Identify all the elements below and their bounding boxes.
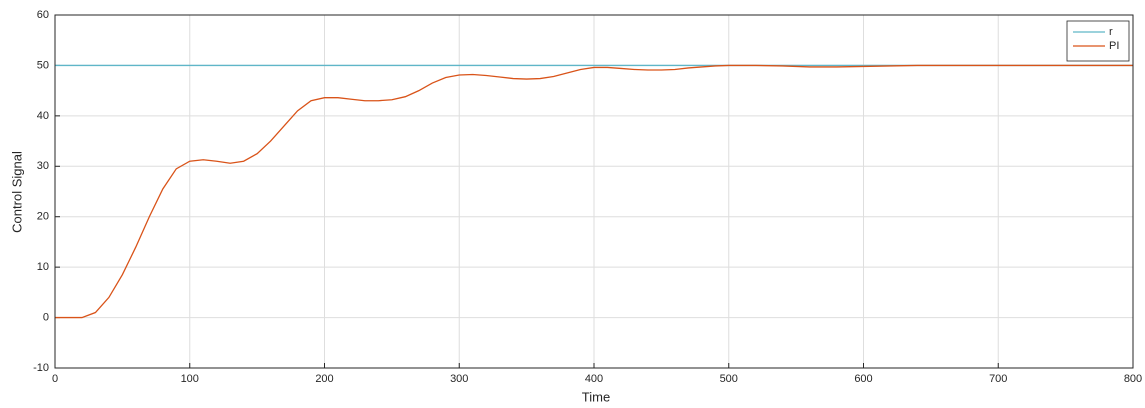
- y-axis-label: Control Signal: [9, 151, 24, 233]
- x-tick-label: 500: [720, 373, 738, 385]
- y-tick-label: 60: [37, 9, 49, 21]
- x-tick-label: 0: [52, 373, 58, 385]
- x-tick-label: 100: [181, 373, 199, 385]
- legend-box: [1067, 21, 1129, 61]
- x-tick-label: 800: [1124, 373, 1142, 385]
- x-tick-label: 700: [989, 373, 1007, 385]
- x-tick-label: 300: [450, 373, 468, 385]
- legend-label: PI: [1109, 40, 1119, 52]
- y-tick-label: 50: [37, 59, 49, 71]
- y-tick-label: 0: [43, 311, 49, 323]
- x-axis-label: Time: [582, 389, 610, 404]
- x-tick-label: 400: [585, 373, 603, 385]
- y-tick-label: 30: [37, 160, 49, 172]
- y-tick-label: -10: [33, 362, 49, 374]
- y-tick-label: 10: [37, 261, 49, 273]
- chart: Time Control Signal -1001020304050600100…: [0, 0, 1145, 408]
- background: [0, 0, 1145, 408]
- legend-label: r: [1109, 26, 1113, 38]
- x-tick-label: 600: [854, 373, 872, 385]
- y-tick-label: 40: [37, 110, 49, 122]
- x-tick-label: 200: [315, 373, 333, 385]
- y-tick-label: 20: [37, 211, 49, 223]
